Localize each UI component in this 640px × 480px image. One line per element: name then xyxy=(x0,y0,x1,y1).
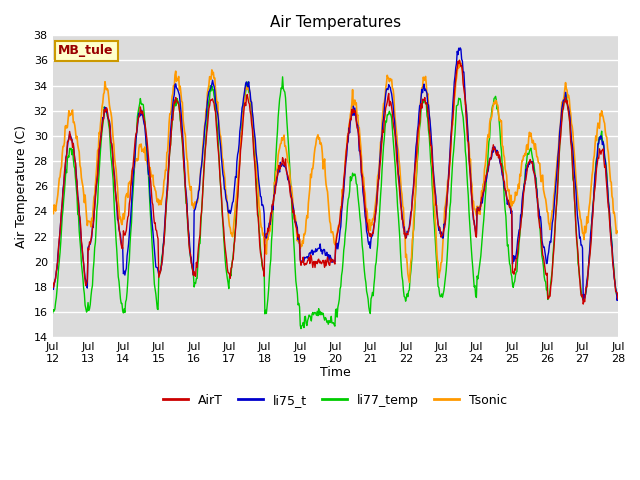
X-axis label: Time: Time xyxy=(320,366,351,379)
Legend: AirT, li75_t, li77_temp, Tsonic: AirT, li75_t, li77_temp, Tsonic xyxy=(158,389,512,412)
Text: MB_tule: MB_tule xyxy=(58,44,114,58)
Title: Air Temperatures: Air Temperatures xyxy=(269,15,401,30)
Y-axis label: Air Temperature (C): Air Temperature (C) xyxy=(15,125,28,248)
